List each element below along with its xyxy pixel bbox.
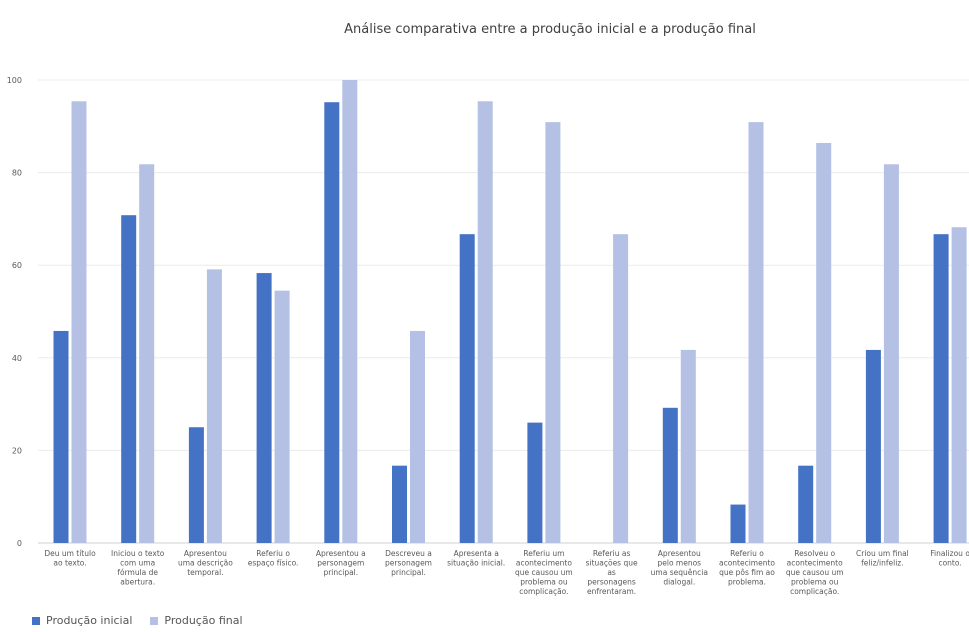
legend: Produção inicial Produção final bbox=[32, 614, 261, 627]
bar-producao-final-9 bbox=[680, 349, 696, 543]
bar-producao-inicial-11 bbox=[798, 465, 814, 543]
legend-label-initial: Produção inicial bbox=[46, 614, 133, 627]
legend-swatch-final bbox=[150, 616, 159, 625]
bar-producao-inicial-7 bbox=[527, 422, 543, 543]
bar-producao-final-1 bbox=[139, 164, 155, 544]
x-tick-label: Criou um final feliz/infeliz. bbox=[856, 549, 909, 568]
bar-producao-inicial-2 bbox=[188, 427, 204, 543]
gridlines bbox=[38, 79, 969, 544]
bar-producao-inicial-5 bbox=[392, 465, 407, 543]
bar-producao-final-10 bbox=[748, 122, 764, 544]
x-tick-label: Apresentou a personagem principal. bbox=[316, 549, 366, 577]
x-tick-label: Finalizou o conto. bbox=[930, 549, 969, 568]
bar-producao-final-12 bbox=[883, 164, 899, 544]
x-tick-label: Iniciou o texto com uma fórmula de abertura… bbox=[111, 549, 165, 587]
bar-chart: 0 20 40 60 80 100 Deu um título ao texto. Inici… bbox=[7, 76, 969, 596]
bar-producao-inicial-12 bbox=[865, 349, 881, 543]
y-axis-ticks: 0 20 40 60 80 100 bbox=[7, 76, 22, 548]
bar-producao-final-6 bbox=[477, 101, 493, 543]
y-tick-label: 40 bbox=[12, 354, 22, 363]
legend-swatch-initial bbox=[32, 616, 40, 625]
x-tick-label: Deu um título ao texto. bbox=[44, 549, 96, 568]
x-tick-label: Referiu as situações que as personagens enfr… bbox=[586, 549, 638, 596]
bar-producao-inicial-0 bbox=[53, 330, 69, 543]
bar-producao-final-2 bbox=[206, 269, 222, 543]
x-tick-label: Apresenta a situação inicial. bbox=[447, 549, 505, 568]
x-tick-label: Apresentou pelo menos uma sequência dialoga… bbox=[651, 549, 708, 587]
x-tick-label: Referiu um acontecimento que causou um prob… bbox=[515, 549, 573, 596]
bars bbox=[53, 80, 967, 544]
bar-producao-final-0 bbox=[71, 101, 87, 543]
bar-producao-final-3 bbox=[274, 290, 290, 543]
legend-label-final: Produção final bbox=[164, 614, 243, 627]
bar-producao-final-11 bbox=[816, 142, 832, 543]
y-tick-label: 80 bbox=[12, 169, 22, 178]
bar-producao-inicial-4 bbox=[324, 102, 340, 543]
bar-producao-inicial-3 bbox=[256, 273, 272, 543]
bar-producao-inicial-1 bbox=[121, 215, 137, 544]
legend-item-initial: Produção inicial bbox=[32, 614, 132, 627]
x-tick-label: Descreveu a personagem principal. bbox=[385, 549, 432, 577]
bar-producao-final-5 bbox=[410, 330, 425, 543]
y-tick-label: 100 bbox=[7, 76, 22, 85]
x-tick-label: Referiu o acontecimento que pôs fim ao prob… bbox=[719, 549, 775, 587]
x-tick-label: Referiu o espaço físico. bbox=[248, 549, 299, 568]
bar-producao-final-8 bbox=[613, 234, 629, 543]
bar-producao-final-4 bbox=[342, 80, 358, 543]
y-tick-label: 20 bbox=[12, 446, 22, 455]
x-axis-labels: Deu um título ao texto. Iniciou o texto com… bbox=[44, 549, 969, 596]
x-tick-label: Resolveu o acontecimento que causou um prob… bbox=[786, 549, 844, 596]
bar-producao-inicial-13 bbox=[933, 234, 949, 543]
x-tick-label: Apresentou uma descrição temporal. bbox=[178, 549, 233, 577]
bar-producao-inicial-10 bbox=[730, 504, 746, 543]
y-tick-label: 60 bbox=[12, 261, 22, 270]
y-tick-label: 0 bbox=[17, 539, 22, 548]
chart-title: Análise comparativa entre a produção ini… bbox=[344, 22, 756, 37]
bar-producao-inicial-9 bbox=[662, 407, 678, 543]
bar-producao-final-13 bbox=[951, 227, 967, 543]
bar-producao-final-7 bbox=[545, 122, 561, 544]
bar-producao-inicial-6 bbox=[459, 234, 475, 543]
legend-item-final: Produção final bbox=[150, 614, 243, 627]
